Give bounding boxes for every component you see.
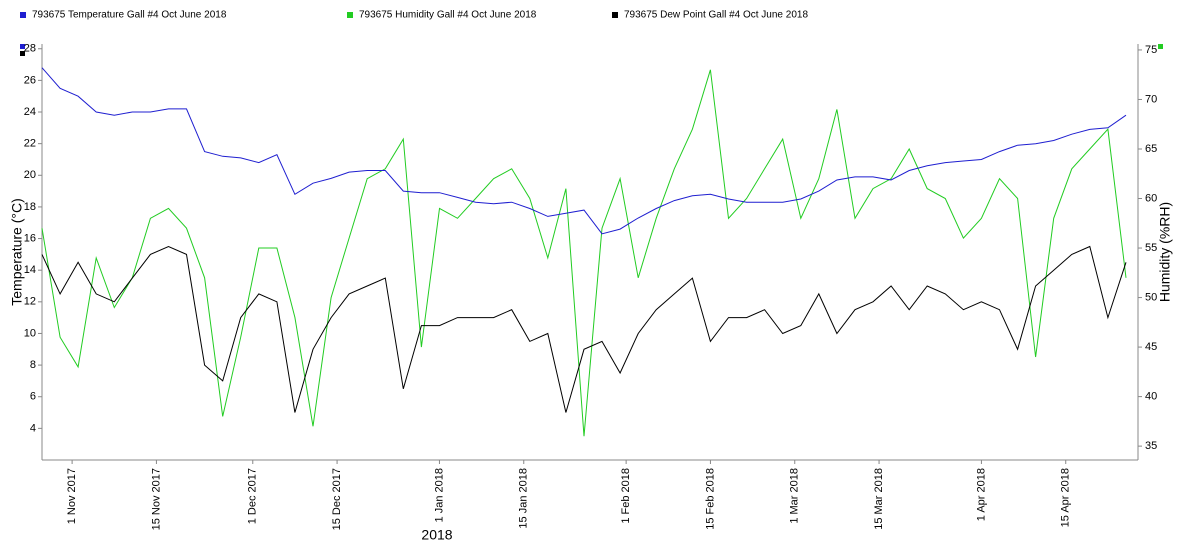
x-tick-label: 1 Apr 2018 — [975, 468, 987, 521]
x-tick-label: 1 Dec 2017 — [247, 468, 259, 524]
series-line — [41, 69, 1127, 437]
y-tick-label: 26 — [24, 74, 36, 86]
y-tick-label: 16 — [24, 232, 36, 244]
x-tick-label: 1 Nov 2017 — [66, 468, 78, 524]
y2-tick-label: 55 — [1145, 242, 1157, 254]
legend-text: 793675 Dew Point Gall #4 Oct June 2018 — [624, 10, 808, 21]
y-tick-label: 8 — [30, 359, 36, 371]
y2-tick-label: 45 — [1145, 341, 1157, 353]
legend-text: 793675 Humidity Gall #4 Oct June 2018 — [359, 10, 537, 21]
y2-tick-label: 70 — [1145, 93, 1157, 105]
y-tick-label: 10 — [24, 327, 36, 339]
series-line — [41, 67, 1127, 235]
x-tick-label: 1 Feb 2018 — [620, 468, 632, 524]
axis-marker — [20, 51, 25, 56]
y-tick-label: 18 — [24, 201, 36, 213]
y-tick-label: 14 — [24, 264, 36, 276]
x-tick-label: 15 Dec 2017 — [331, 468, 343, 530]
x-tick-label: 15 Mar 2018 — [873, 468, 885, 530]
legend-swatch — [20, 12, 26, 18]
y-tick-label: 4 — [30, 422, 36, 434]
y2-tick-label: 40 — [1145, 391, 1157, 403]
x-axis-title: 2018 — [421, 527, 452, 543]
y2-tick-label: 75 — [1145, 44, 1157, 56]
y2-tick-label: 65 — [1145, 143, 1157, 155]
axis-marker — [1158, 44, 1163, 49]
y-tick-label: 20 — [24, 169, 36, 181]
y2-axis-title: Humidity (%RH) — [1157, 202, 1173, 302]
x-tick-label: 1 Jan 2018 — [433, 468, 445, 522]
y-tick-label: 12 — [24, 296, 36, 308]
legend-swatch — [347, 12, 353, 18]
y-tick-label: 24 — [24, 106, 36, 118]
x-tick-label: 15 Feb 2018 — [704, 468, 716, 530]
y-tick-label: 22 — [24, 138, 36, 150]
legend-swatch — [612, 12, 618, 18]
x-tick-label: 1 Mar 2018 — [789, 468, 801, 524]
x-tick-label: 15 Nov 2017 — [150, 468, 162, 530]
y-tick-label: 28 — [24, 43, 36, 55]
y-tick-label: 6 — [30, 391, 36, 403]
x-tick-label: 15 Jan 2018 — [518, 468, 530, 529]
y2-tick-label: 50 — [1145, 291, 1157, 303]
y2-tick-label: 35 — [1145, 440, 1157, 452]
y2-tick-label: 60 — [1145, 192, 1157, 204]
y-axis-title: Temperature (°C) — [9, 198, 25, 306]
legend-text: 793675 Temperature Gall #4 Oct June 2018 — [32, 10, 227, 21]
axis-marker — [20, 44, 25, 49]
x-tick-label: 15 Apr 2018 — [1060, 468, 1072, 527]
series-line — [41, 245, 1127, 413]
